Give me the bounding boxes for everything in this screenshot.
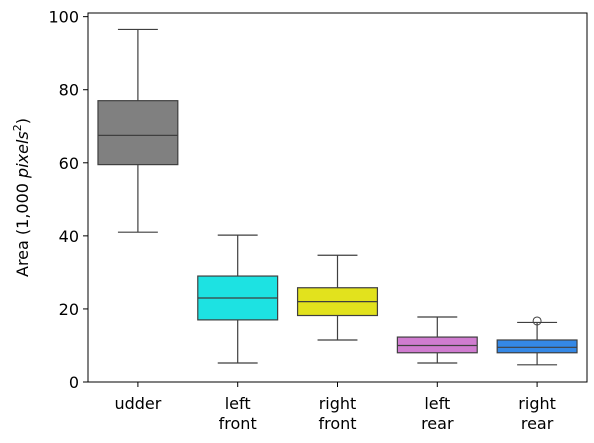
y-tick-label: 80 xyxy=(59,81,79,100)
box-group xyxy=(97,28,179,233)
box-iqr xyxy=(97,100,179,166)
box-group xyxy=(496,316,578,366)
x-tick-label: udder xyxy=(114,394,161,413)
y-tick-label: 0 xyxy=(69,373,79,392)
x-tick-label: right rear xyxy=(518,394,556,433)
box-group xyxy=(396,316,478,364)
x-tick-label-line: left xyxy=(424,394,450,413)
y-axis-label-suffix: ) xyxy=(13,118,32,124)
y-tick-label: 40 xyxy=(59,227,79,246)
y-axis-label-sup: 2 xyxy=(11,124,24,131)
y-axis-label-italic: pixels xyxy=(13,131,32,179)
x-tick-label-line: right xyxy=(518,394,556,413)
boxes-layer xyxy=(97,28,578,366)
y-axis: 0 20 40 60 80 100 xyxy=(48,8,88,392)
y-axis-label-prefix: Area (1,000 xyxy=(13,178,32,277)
x-tick-label-line: udder xyxy=(114,394,161,413)
x-tick-label: right front xyxy=(318,394,356,433)
box-group xyxy=(296,254,379,341)
x-tick-label: left front xyxy=(219,394,257,433)
plot-frame xyxy=(87,12,588,383)
x-tick-label: left rear xyxy=(421,394,454,433)
y-axis-label: Area (1,000 pixels2) xyxy=(11,118,32,277)
y-tick-label: 60 xyxy=(59,154,79,173)
x-tick-label-line: left xyxy=(225,394,251,413)
box-group xyxy=(197,234,279,364)
x-tick-label-line: rear xyxy=(421,414,454,433)
y-tick-label: 100 xyxy=(48,8,79,27)
x-tick-label-line: front xyxy=(318,414,356,433)
x-tick-label-line: right xyxy=(319,394,357,413)
box-iqr xyxy=(496,339,578,354)
outlier-point xyxy=(532,316,542,326)
x-tick-label-line: front xyxy=(219,414,257,433)
y-tick-label: 20 xyxy=(59,300,79,319)
x-tick-label-line: rear xyxy=(521,414,554,433)
